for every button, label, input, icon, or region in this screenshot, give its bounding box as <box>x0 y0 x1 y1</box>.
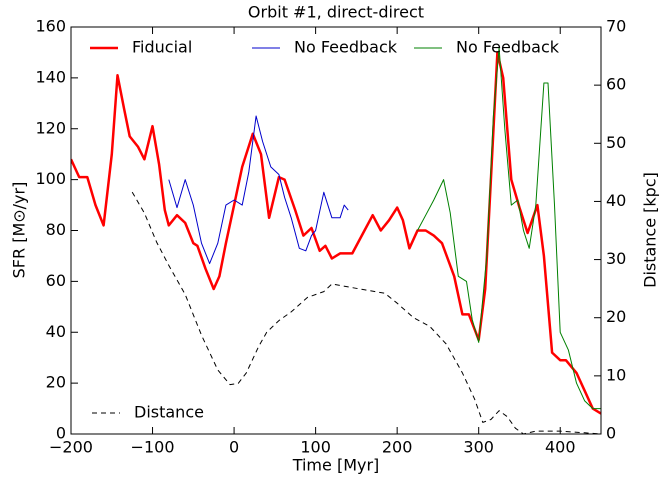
y-tick-label: 100 <box>35 169 66 188</box>
y-tick-label: 160 <box>35 17 66 36</box>
y2-tick-label: 50 <box>606 133 626 152</box>
y-tick-label: 40 <box>46 322 66 341</box>
x-tick-label: 400 <box>545 438 576 457</box>
y-tick-label: 20 <box>46 373 66 392</box>
y-tick-label: 60 <box>46 271 66 290</box>
legend-label: No Feedback <box>294 38 398 57</box>
plot-frame <box>70 26 602 435</box>
chart-title: Orbit #1, direct-direct <box>248 3 424 22</box>
y-tick-label: 0 <box>56 424 66 443</box>
x-tick-label: 200 <box>382 438 413 457</box>
x-tick-label: 100 <box>300 438 331 457</box>
y-axis-label: SFR [M⊙/yr] <box>10 182 29 279</box>
y2-tick-label: 10 <box>606 365 626 384</box>
legend-label: Distance <box>134 403 204 422</box>
x-tick-label: 300 <box>463 438 494 457</box>
y2-axis-label: Distance [kpc] <box>641 172 660 288</box>
x-tick-label: 0 <box>229 438 239 457</box>
series-line <box>71 51 601 415</box>
x-axis-label: Time [Myr] <box>292 456 380 475</box>
series-line <box>168 115 349 265</box>
x-tick-label: −200 <box>49 438 93 457</box>
y2-tick-label: 60 <box>606 75 626 94</box>
y-tick-label: 140 <box>35 67 66 86</box>
x-tick-label: −100 <box>131 438 175 457</box>
y-tick-label: 80 <box>46 220 66 239</box>
y-tick-label: 120 <box>35 118 66 137</box>
y2-tick-label: 30 <box>606 249 626 268</box>
y2-tick-label: 40 <box>606 191 626 210</box>
y2-tick-label: 20 <box>606 307 626 326</box>
y2-tick-label: 0 <box>606 424 616 443</box>
legend-label: No Feedback <box>456 38 560 57</box>
y2-tick-label: 70 <box>606 17 626 36</box>
legend-label: Fiducial <box>132 38 192 57</box>
series-line <box>131 191 601 434</box>
series-line <box>417 46 601 410</box>
